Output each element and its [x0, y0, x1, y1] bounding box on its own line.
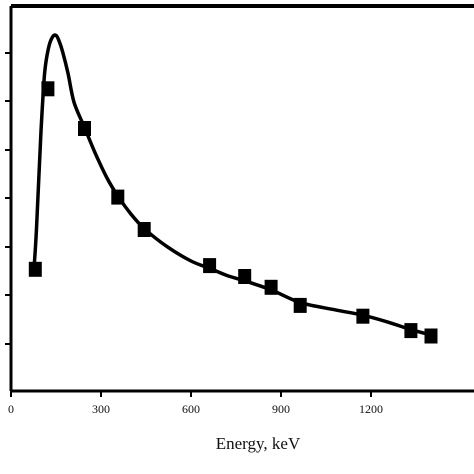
y-axis-ticks: [5, 52, 11, 345]
fit-curve-group: [31, 33, 432, 337]
data-point-marker: [238, 269, 252, 284]
data-point-marker: [137, 222, 151, 237]
x-tick-label: 0: [8, 402, 14, 416]
x-tick-label: 600: [182, 402, 200, 416]
data-point-marker: [78, 121, 91, 136]
data-point-marker: [293, 297, 307, 313]
data-point-marker: [111, 189, 125, 205]
data-point-marker: [264, 279, 278, 295]
data-point-marker: [41, 81, 55, 97]
data-markers: [28, 81, 438, 344]
data-point-marker: [203, 258, 217, 274]
x-axis-ticks: 0 300 600 900 1200: [8, 391, 383, 416]
x-axis-title: Energy, keV: [216, 434, 301, 453]
data-point-marker: [28, 261, 42, 277]
fit-curve-line: [31, 33, 432, 337]
x-tick-label: 300: [92, 402, 110, 416]
x-tick-label: 1200: [359, 402, 383, 416]
data-point-marker: [356, 308, 370, 324]
x-tick-label: 900: [272, 402, 290, 416]
data-point-marker: [404, 323, 418, 339]
data-point-marker: [424, 328, 438, 344]
